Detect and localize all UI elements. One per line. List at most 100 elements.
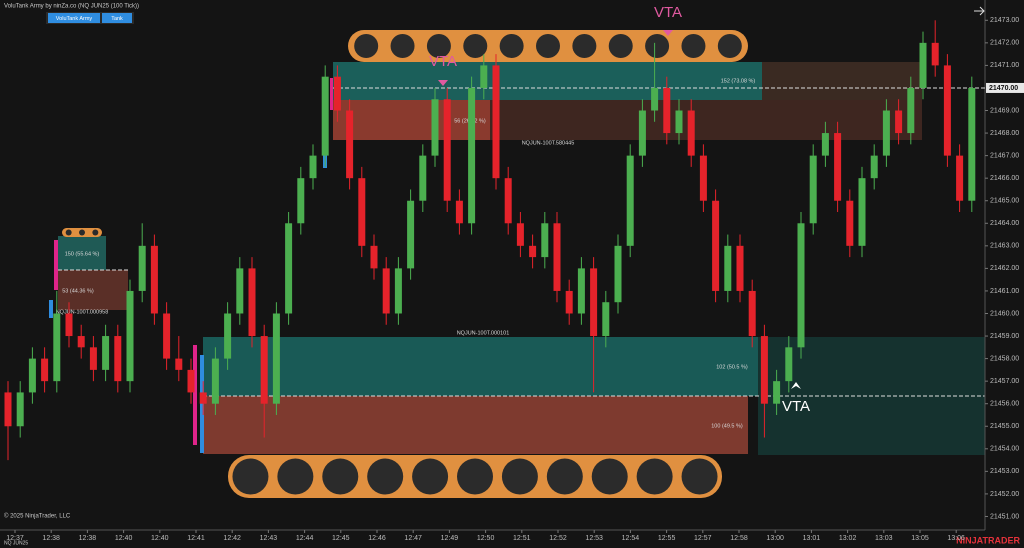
vta-arrow: [438, 80, 448, 86]
candle-body: [858, 178, 866, 246]
y-tick-label: 21473.00: [990, 17, 1019, 24]
candle-body: [748, 290, 756, 337]
y-tick-label: 21471.00: [990, 62, 1019, 69]
copyright: © 2025 NinjaTrader, LLC: [4, 513, 71, 520]
pill-dot: [636, 458, 673, 495]
candle-body: [468, 87, 476, 224]
candle-body: [382, 268, 390, 314]
candle-body: [28, 358, 36, 393]
x-tick-label: 12:42: [223, 535, 241, 542]
x-tick-label: 13:02: [839, 535, 857, 542]
candle-body: [394, 268, 402, 314]
x-tick-label: 12:38: [42, 535, 60, 542]
candle-body: [187, 369, 195, 393]
zones: [49, 62, 985, 455]
button-label[interactable]: VoluTank Army: [56, 16, 93, 22]
pill-dot: [681, 34, 706, 58]
candle-body: [821, 133, 829, 156]
pill-dot: [92, 229, 99, 236]
pill-dot: [536, 34, 560, 58]
y-tick-label: 21463.00: [990, 243, 1019, 250]
button[interactable]: [102, 13, 132, 23]
candle-body: [16, 392, 24, 427]
candle-body: [895, 110, 903, 134]
zone-teal: [333, 62, 762, 100]
x-tick-label: 12:53: [585, 535, 603, 542]
candle-body: [675, 110, 683, 134]
brand: NINJATRADER: [956, 535, 1020, 545]
x-tick-label: 13:01: [803, 535, 821, 542]
candle-body: [89, 347, 97, 370]
candle-body: [577, 268, 585, 314]
candle-body: [358, 178, 366, 246]
candle-body: [541, 223, 549, 258]
candle-body: [834, 133, 842, 201]
zone-teal: [58, 236, 106, 270]
candle-body: [431, 99, 439, 156]
zone-id: NQJUN-100T.000958: [56, 309, 109, 315]
y-tick-label: 21455.00: [990, 423, 1019, 430]
candle-body: [138, 245, 146, 291]
candle-body: [602, 302, 610, 337]
zone-teal: [203, 337, 758, 396]
y-tick-label: 21468.00: [990, 130, 1019, 137]
zone-label: 150 (55.64 %): [65, 251, 100, 257]
x-tick-label: 12:51: [513, 535, 531, 542]
x-tick-label: 12:46: [368, 535, 386, 542]
candle-body: [114, 336, 122, 382]
candle-body: [419, 155, 427, 201]
candle-body: [248, 268, 256, 337]
side-bar: [200, 355, 204, 453]
candle-body: [626, 155, 634, 246]
nav-arrow[interactable]: [974, 6, 985, 16]
candle-body: [553, 223, 561, 291]
zone-id: NQJUN-100T.000101: [457, 330, 510, 336]
zone-label: 152 (73.08 %): [721, 78, 756, 84]
side-bar: [49, 300, 53, 318]
candle-body: [163, 313, 171, 359]
y-tick-label: 21467.00: [990, 152, 1019, 159]
candle-body: [211, 358, 219, 404]
candle-body: [4, 392, 12, 427]
x-tick-label: 12:47: [404, 535, 422, 542]
candle-body: [272, 313, 280, 404]
candle-body: [687, 110, 695, 156]
x-tick-label: 13:05: [911, 535, 929, 542]
zone-red: [58, 270, 128, 310]
x-tick-label: 13:06: [947, 535, 965, 542]
candle-body: [260, 336, 268, 404]
candle-body: [455, 200, 463, 224]
pill-dot: [608, 34, 633, 58]
candle-body: [760, 336, 768, 404]
pill-dot: [426, 34, 451, 58]
pills: [62, 30, 748, 498]
zone-red: [333, 100, 490, 140]
candle-body: [529, 245, 537, 258]
zone-red: [203, 396, 748, 454]
pill-dot: [501, 458, 538, 495]
button[interactable]: [48, 13, 100, 23]
x-tick-label: 12:40: [115, 535, 133, 542]
vta-arrow: [791, 382, 801, 389]
candle-body: [297, 178, 305, 224]
candle-body: [651, 87, 659, 111]
candle-body: [809, 155, 817, 224]
pill-dot: [79, 229, 85, 236]
y-tick-label: 21454.00: [990, 446, 1019, 453]
candle-body: [321, 76, 329, 156]
y-tick-label: 21460.00: [990, 310, 1019, 317]
button-label[interactable]: Tank: [111, 16, 123, 22]
annotations: VoluTank Army by ninZa.co (NQ JUN25 (100…: [4, 4, 1020, 547]
candle-body: [882, 110, 890, 156]
side-bar: [330, 78, 333, 110]
vta-label: VTA: [654, 4, 682, 21]
zone-label: 102 (50.5 %): [716, 364, 748, 370]
candle-body: [785, 347, 793, 382]
candle-body: [175, 358, 183, 370]
y-tick-label: 21452.00: [990, 491, 1019, 498]
y-tick-label: 21456.00: [990, 401, 1019, 408]
x-tick-label: 13:03: [875, 535, 893, 542]
candle-body: [199, 392, 207, 404]
x-tick-label: 12:45: [332, 535, 350, 542]
